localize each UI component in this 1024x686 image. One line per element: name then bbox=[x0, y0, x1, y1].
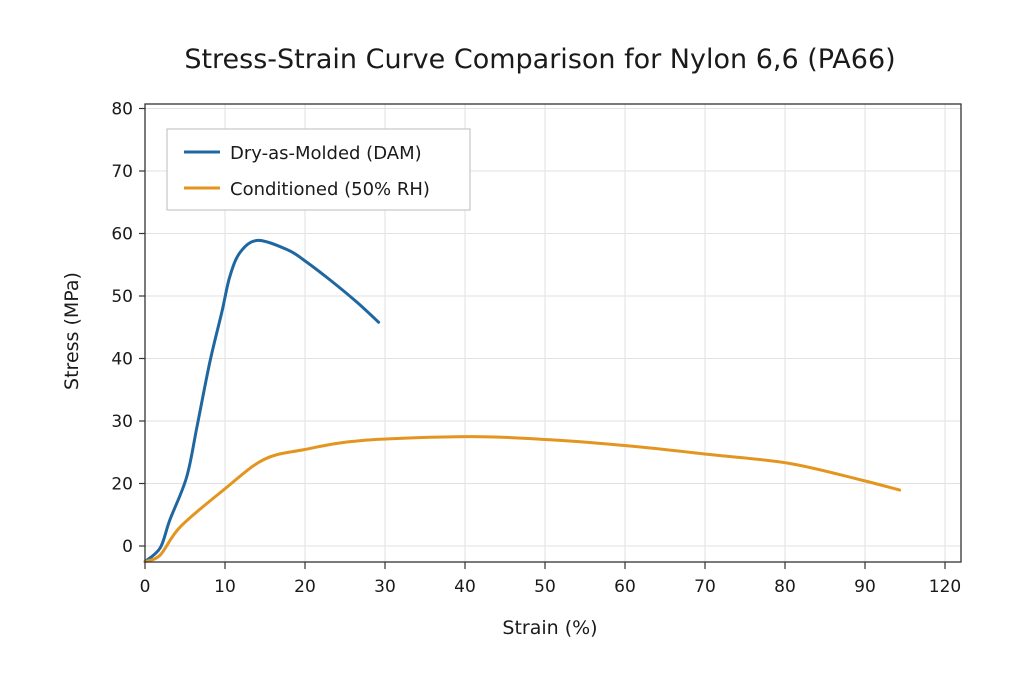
grid bbox=[145, 104, 961, 562]
x-tick-label: 0 bbox=[140, 577, 151, 597]
series-line-dam bbox=[143, 238, 381, 564]
y-tick-label: 50 bbox=[111, 287, 133, 307]
x-tick-label: 80 bbox=[774, 577, 796, 597]
x-axis-label: Strain (%) bbox=[502, 617, 597, 639]
series-group bbox=[143, 238, 902, 564]
x-tick-label: 70 bbox=[694, 577, 716, 597]
plot-frame bbox=[144, 103, 962, 563]
legend: Dry-as-Molded (DAM) Conditioned (50% RH) bbox=[166, 128, 471, 211]
y-tick-label: 0 bbox=[122, 537, 133, 557]
y-tick-label: 20 bbox=[111, 475, 133, 495]
x-tick-label: 60 bbox=[614, 577, 636, 597]
x-tick-label: 30 bbox=[374, 577, 396, 597]
x-tick-label: 120 bbox=[929, 577, 961, 597]
x-tick-label: 90 bbox=[854, 577, 876, 597]
legend-label-conditioned: Conditioned (50% RH) bbox=[230, 179, 430, 200]
x-axis-ticks: 0 10 20 30 40 50 60 70 80 90 120 bbox=[140, 562, 961, 597]
legend-label-dam: Dry-as-Molded (DAM) bbox=[230, 143, 422, 164]
y-tick-label: 60 bbox=[111, 225, 133, 245]
y-tick-label: 70 bbox=[111, 162, 133, 182]
series-line-conditioned bbox=[143, 435, 902, 564]
x-tick-label: 40 bbox=[454, 577, 476, 597]
y-axis-ticks: 0 20 30 40 50 60 70 80 bbox=[111, 100, 145, 557]
y-axis-label: Stress (MPa) bbox=[61, 272, 83, 390]
x-tick-label: 10 bbox=[214, 577, 236, 597]
x-tick-label: 20 bbox=[294, 577, 316, 597]
y-tick-label: 30 bbox=[111, 412, 133, 432]
legend-box bbox=[166, 128, 471, 211]
y-tick-label: 80 bbox=[111, 100, 133, 120]
chart-title: Stress-Strain Curve Comparison for Nylon… bbox=[184, 44, 895, 75]
x-tick-label: 50 bbox=[534, 577, 556, 597]
y-tick-label: 40 bbox=[111, 350, 133, 370]
